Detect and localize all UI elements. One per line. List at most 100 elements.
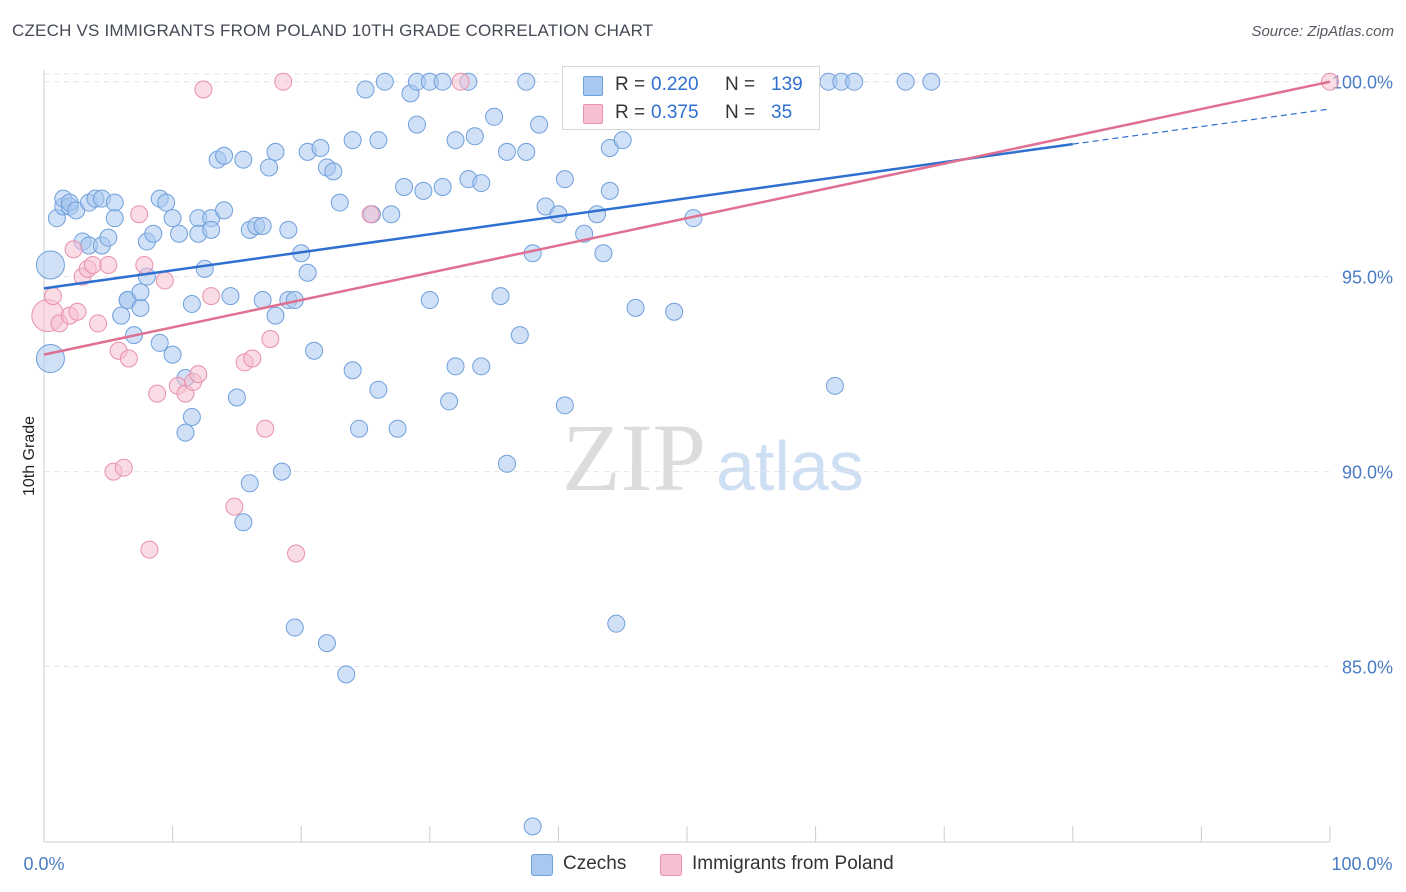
czechs-point xyxy=(272,462,291,481)
czechs-point xyxy=(105,209,124,228)
poland-point xyxy=(274,72,293,91)
r-value: 0.375 xyxy=(651,102,699,123)
n-value: 139 xyxy=(771,74,803,95)
czechs-point xyxy=(485,107,504,126)
y-tick-label: 95.0% xyxy=(1342,268,1393,288)
poland-point xyxy=(119,349,138,368)
czechs-point xyxy=(234,150,253,169)
czechs-point xyxy=(144,224,163,243)
czechs-point xyxy=(407,115,426,134)
czechs-point xyxy=(266,142,285,161)
czechs-point xyxy=(202,220,221,239)
czechs-trend-extension xyxy=(1072,108,1331,145)
poland-point xyxy=(130,205,149,224)
czechs-swatch xyxy=(583,76,603,96)
czechs-point xyxy=(260,158,279,177)
poland-point xyxy=(44,287,63,306)
poland-point xyxy=(99,255,118,274)
watermark-zip: ZIP xyxy=(562,404,706,511)
czechs-point xyxy=(35,250,65,280)
czechs-point xyxy=(131,283,150,302)
n-value: 35 xyxy=(771,102,793,123)
czechs-point xyxy=(530,115,549,134)
poland-point xyxy=(261,330,280,349)
czechs-point xyxy=(607,614,626,633)
czechs-point xyxy=(298,263,317,282)
czechs-point xyxy=(433,177,452,196)
r-label: R = xyxy=(615,74,646,95)
poland-point xyxy=(135,255,154,274)
n-label: N = xyxy=(725,74,756,95)
czechs-point xyxy=(825,376,844,395)
czechs-point xyxy=(350,419,369,438)
czechs-point xyxy=(382,205,401,224)
y-tick-label: 85.0% xyxy=(1342,658,1393,678)
series-legend: Czechs Immigrants from Poland xyxy=(0,852,1406,878)
poland-legend-label: Immigrants from Poland xyxy=(692,853,894,874)
trend-lines xyxy=(43,80,1331,356)
czechs-point xyxy=(285,618,304,637)
y-tick-label: 90.0% xyxy=(1342,463,1393,483)
r-label: R = xyxy=(615,102,646,123)
x-tick-label-min: 0.0% xyxy=(23,854,64,874)
poland-point xyxy=(148,384,167,403)
czechs-trend-line xyxy=(43,142,1073,290)
x-ticks xyxy=(43,826,1331,842)
czechs-point xyxy=(240,474,259,493)
czechs-point xyxy=(613,131,632,150)
czechs-point xyxy=(369,131,388,150)
czechs-legend-swatch xyxy=(531,854,553,876)
chart-title: CZECH VS IMMIGRANTS FROM POLAND 10TH GRA… xyxy=(12,21,654,40)
czechs-point xyxy=(510,326,529,345)
czechs-point xyxy=(279,220,298,239)
czechs-point xyxy=(356,80,375,99)
czechs-point xyxy=(465,127,484,146)
poland-point xyxy=(287,544,306,563)
source-label: Source: ZipAtlas.com xyxy=(1251,23,1394,40)
poland-point xyxy=(189,365,208,384)
czechs-point xyxy=(112,306,131,325)
czechs-point xyxy=(555,170,574,189)
correlation-legend: R = 0.220 N = 139 R = 0.375 N = 35 xyxy=(562,66,820,130)
czechs-point xyxy=(150,333,169,352)
poland-point xyxy=(68,302,87,321)
czechs-point xyxy=(517,72,536,91)
czechs-point xyxy=(99,228,118,247)
x-tick-label-max: 100.0% xyxy=(1331,854,1392,874)
czechs-point xyxy=(626,298,645,317)
czechs-point xyxy=(446,357,465,376)
legend-row-czechs: R = 0.220 N = 139 xyxy=(563,71,821,101)
czechs-point xyxy=(195,259,214,278)
poland-points xyxy=(31,72,1339,563)
r-value: 0.220 xyxy=(651,74,699,95)
czechs-point xyxy=(497,142,516,161)
poland-point xyxy=(140,540,159,559)
czechs-point xyxy=(182,294,201,313)
poland-trend-line xyxy=(43,80,1331,356)
czechs-point xyxy=(131,298,150,317)
n-label: N = xyxy=(725,102,756,123)
poland-point xyxy=(256,419,275,438)
czechs-point xyxy=(420,291,439,310)
poland-point xyxy=(361,205,380,224)
poland-legend-swatch xyxy=(660,854,682,876)
czechs-point xyxy=(163,209,182,228)
czechs-point xyxy=(170,224,189,243)
czechs-point xyxy=(395,177,414,196)
czechs-point xyxy=(227,388,246,407)
czechs-point xyxy=(105,193,124,212)
czechs-point xyxy=(369,380,388,399)
czechs-point xyxy=(517,142,536,161)
czechs-point xyxy=(343,131,362,150)
czechs-point xyxy=(215,201,234,220)
czechs-legend-label: Czechs xyxy=(563,853,627,874)
czechs-point xyxy=(221,287,240,306)
czechs-point xyxy=(440,392,459,411)
czechs-point xyxy=(414,181,433,200)
czechs-point xyxy=(433,72,452,91)
poland-point xyxy=(225,497,244,516)
czechs-point xyxy=(922,72,941,91)
poland-point xyxy=(194,80,213,99)
poland-point xyxy=(89,314,108,333)
